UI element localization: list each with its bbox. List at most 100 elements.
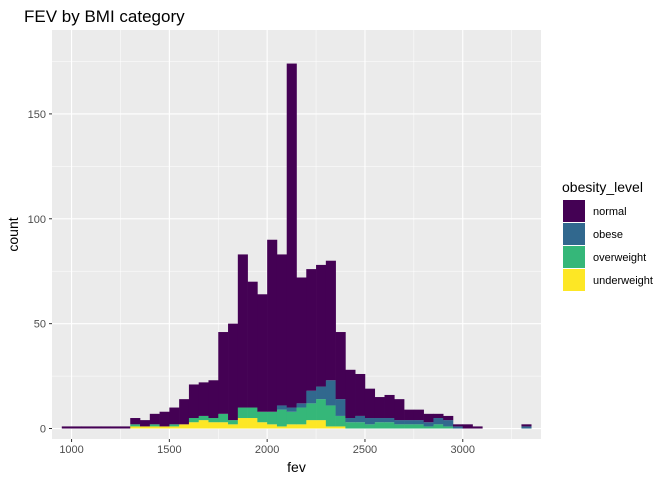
bar-segment-underweight — [296, 424, 307, 429]
bar-segment-normal — [237, 254, 248, 408]
bar-segment-normal — [218, 332, 229, 414]
bar-segment-normal — [140, 420, 151, 427]
bar-segment-underweight — [159, 426, 170, 429]
bar-segment-normal — [81, 426, 92, 429]
legend-label-underweight: underweight — [593, 275, 653, 287]
legend-label-normal: normal — [593, 206, 627, 218]
bar-segment-obese — [364, 418, 376, 425]
bar-segment-overweight — [276, 409, 288, 427]
legend-key-obese — [563, 223, 585, 245]
bar-segment-obese — [325, 380, 336, 406]
legend-label-obese: obese — [593, 229, 623, 241]
y-axis-title: count — [5, 217, 21, 251]
bar-segment-overweight — [364, 424, 376, 429]
bar-segment-normal — [159, 411, 170, 427]
bar-segment-normal — [228, 323, 239, 421]
bar-segment-normal — [355, 373, 366, 416]
bar-segment-underweight — [228, 424, 239, 429]
bar-segment-normal — [364, 388, 376, 419]
bar-segment-obese — [423, 422, 434, 427]
bar-segment-overweight — [188, 418, 199, 423]
bar-segment-overweight — [335, 415, 346, 427]
bar-segment-normal — [462, 424, 473, 429]
bar-segment-overweight — [316, 399, 327, 421]
bar-segment-normal — [472, 426, 483, 429]
bar-segment-normal — [335, 332, 346, 400]
chart-title: FEV by BMI category — [24, 7, 185, 26]
bar-segment-underweight — [335, 426, 346, 429]
bar-segment-normal — [404, 409, 415, 421]
bar-segment-underweight — [316, 420, 327, 429]
bar-segment-overweight — [257, 411, 268, 423]
bar-segment-underweight — [188, 422, 199, 429]
bar-segment-obese — [345, 418, 356, 423]
bar-segment-overweight — [355, 422, 366, 429]
bar-segment-overweight — [228, 420, 239, 425]
x-tick-label: 2000 — [255, 444, 279, 456]
bar-segment-obese — [443, 420, 454, 427]
bar-segment-normal — [374, 397, 385, 419]
bar-segment-overweight — [130, 424, 141, 427]
bar-segment-obese — [374, 418, 385, 423]
bar-segment-normal — [61, 426, 72, 429]
bar-segment-normal — [443, 415, 454, 421]
bar-segment-underweight — [267, 424, 278, 429]
bar-segment-normal — [179, 399, 190, 425]
bar-segment-normal — [198, 382, 209, 416]
y-tick-label: 0 — [40, 424, 46, 436]
bar-segment-overweight — [423, 426, 434, 429]
bar-segment-normal — [394, 399, 405, 421]
legend-title: obesity_level — [562, 179, 643, 195]
bar-segment-overweight — [394, 424, 405, 429]
legend: obesity_level normal obese overweight under… — [562, 179, 653, 291]
bar-segment-underweight — [140, 426, 151, 429]
bar-segment-normal — [384, 394, 395, 419]
x-tick-label: 1000 — [59, 444, 83, 456]
bar-segment-overweight — [218, 413, 229, 423]
bar-segment-overweight — [306, 403, 317, 421]
bar-segment-obese — [394, 420, 405, 425]
bar-segment-normal — [130, 418, 141, 425]
bar-segment-underweight — [247, 418, 258, 429]
bar-segment-obese — [452, 426, 464, 429]
bar-segment-obese — [276, 405, 288, 410]
bar-segment-overweight — [247, 407, 258, 419]
bar-segment-underweight — [257, 422, 268, 429]
bar-segment-normal — [306, 269, 317, 391]
y-tick-label: 100 — [28, 214, 46, 226]
bar-segment-normal — [296, 277, 307, 404]
bar-segment-normal — [91, 426, 102, 429]
bar-segment-normal — [71, 426, 82, 429]
bar-segment-obese — [521, 426, 532, 429]
bar-segment-overweight — [296, 407, 307, 425]
bar-segment-overweight — [345, 422, 356, 429]
x-axis-ticks: 1000 1500 2000 2500 3000 — [59, 439, 475, 456]
x-tick-label: 2500 — [353, 444, 377, 456]
bar-segment-obese — [316, 386, 327, 400]
bar-segment-overweight — [384, 422, 395, 429]
bar-segment-obese — [384, 418, 395, 423]
bar-segment-normal — [110, 426, 121, 429]
bar-segment-underweight — [179, 424, 190, 429]
bar-segment-normal — [149, 413, 160, 425]
bar-segment-underweight — [325, 426, 336, 429]
bar-segment-overweight — [404, 424, 415, 429]
legend-label-overweight: overweight — [593, 252, 646, 264]
bar-segment-overweight — [374, 422, 385, 429]
bar-segment-normal — [188, 384, 199, 419]
bar-segment-obese — [413, 420, 424, 425]
bar-segment-obese — [306, 390, 317, 404]
bar-segment-normal — [257, 294, 268, 412]
bar-segment-obese — [433, 418, 444, 425]
legend-key-normal — [563, 200, 585, 222]
bar-segment-overweight — [433, 424, 444, 429]
bar-segment-overweight — [169, 424, 180, 427]
histogram-bars — [61, 63, 532, 429]
bar-segment-overweight — [443, 426, 454, 429]
bar-segment-underweight — [198, 420, 209, 429]
bar-segment-underweight — [149, 426, 160, 429]
bar-segment-obese — [355, 415, 366, 423]
bar-segment-obese — [335, 399, 346, 416]
bar-segment-normal — [316, 264, 327, 387]
